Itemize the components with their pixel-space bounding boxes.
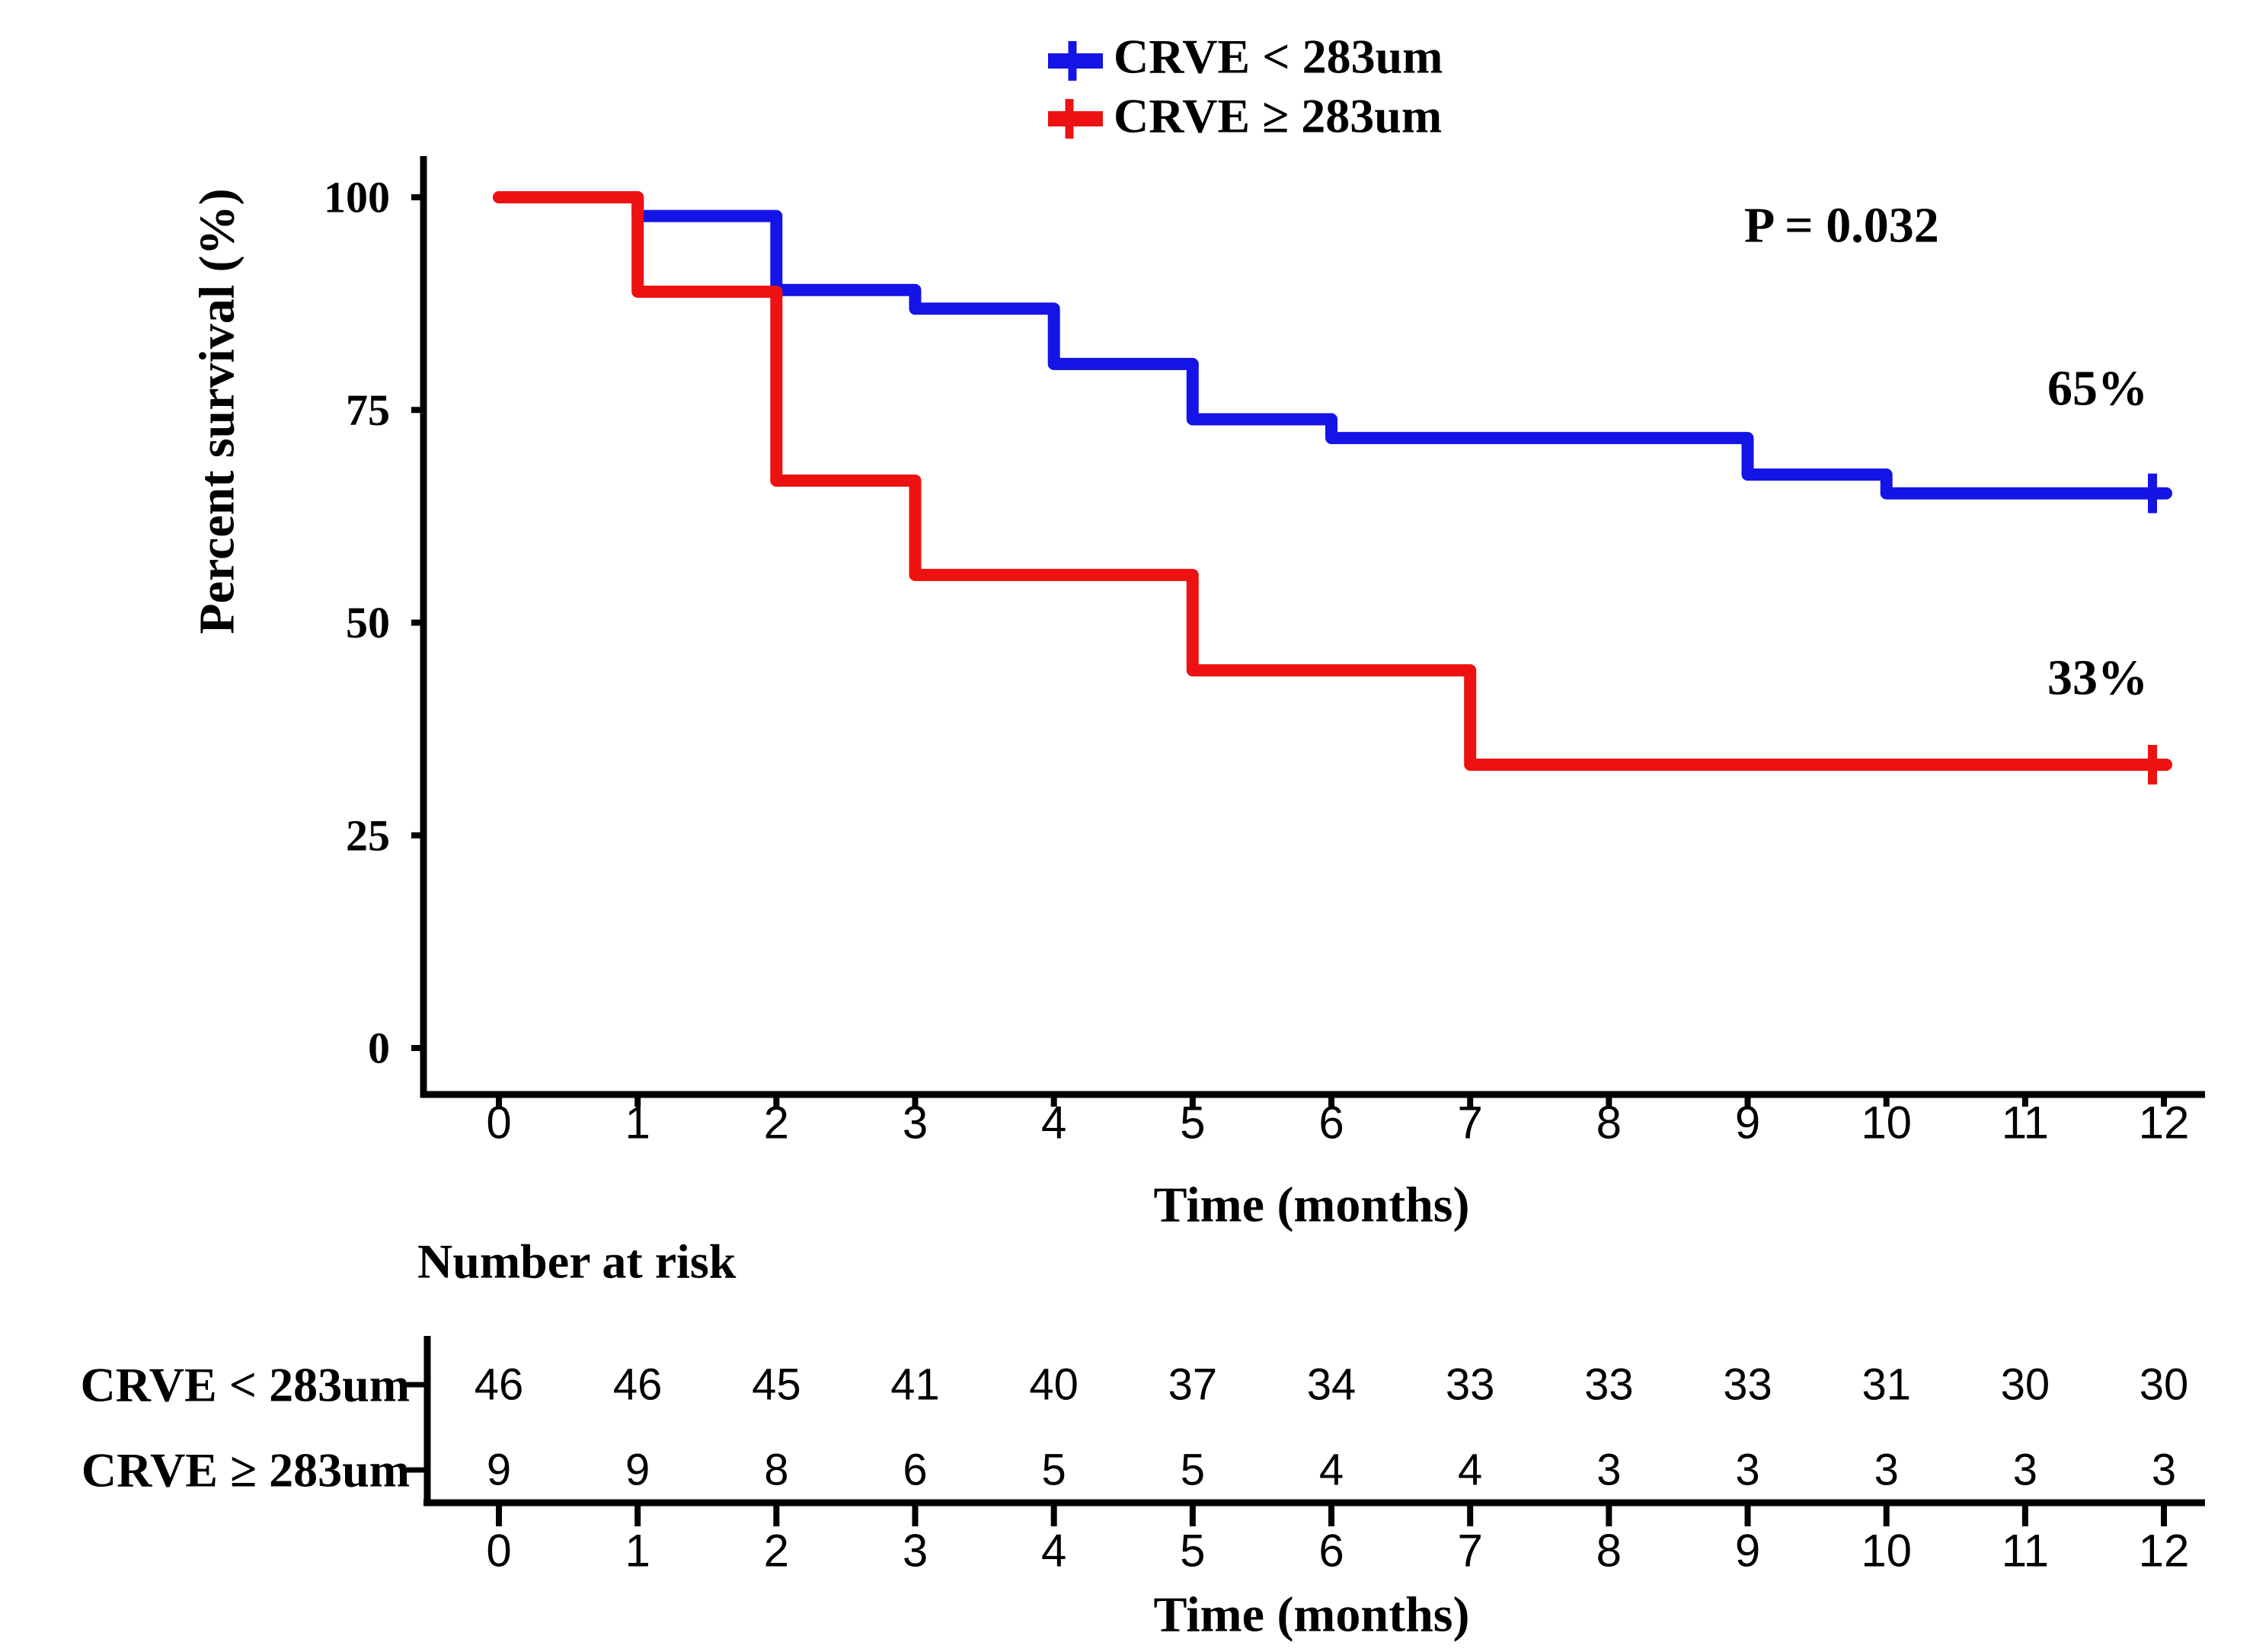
y-tick-label: 50 bbox=[346, 598, 390, 647]
risk-count: 33 bbox=[1584, 1360, 1634, 1410]
y-tick-label: 100 bbox=[324, 173, 390, 222]
survival-curves bbox=[493, 191, 2172, 785]
risk-x-tick-label: 4 bbox=[1041, 1526, 1066, 1577]
risk-x-tick-label: 5 bbox=[1180, 1526, 1205, 1577]
x-tick-label: 7 bbox=[1458, 1098, 1483, 1149]
risk-count: 33 bbox=[1723, 1360, 1772, 1410]
number-at-risk-table: Number at risk CRVE < 283um CRVE ≥ 283um… bbox=[81, 1235, 2205, 1643]
x-tick-label: 11 bbox=[2002, 1098, 2049, 1149]
end-label-red-33pct: 33% bbox=[2047, 650, 2148, 706]
risk-count: 46 bbox=[475, 1360, 524, 1410]
risk-x-tick-label: 8 bbox=[1596, 1526, 1622, 1577]
risk-table-x-ticks: 0 1 2 3 4 5 6 7 8 9 10 11 12 bbox=[486, 1503, 2189, 1577]
risk-x-tick-label: 2 bbox=[764, 1526, 789, 1577]
risk-count: 3 bbox=[1596, 1446, 1621, 1495]
risk-row-label-crve-lt-283: CRVE < 283um bbox=[81, 1358, 410, 1412]
risk-x-tick-label: 12 bbox=[2139, 1526, 2190, 1577]
risk-row-ticks bbox=[407, 1382, 427, 1473]
x-tick-label: 3 bbox=[903, 1098, 928, 1149]
risk-count: 33 bbox=[1446, 1360, 1495, 1410]
risk-x-tick-label: 11 bbox=[2002, 1526, 2049, 1577]
risk-count: 9 bbox=[487, 1446, 511, 1495]
risk-table-title: Number at risk bbox=[417, 1235, 737, 1289]
y-tick-label: 0 bbox=[368, 1024, 390, 1073]
x-tick-label: 6 bbox=[1318, 1098, 1344, 1149]
x-tick-label: 5 bbox=[1180, 1098, 1205, 1149]
risk-table-time-axis-title: Time (months) bbox=[1154, 1587, 1470, 1643]
risk-count: 41 bbox=[890, 1360, 940, 1410]
risk-count: 3 bbox=[1874, 1446, 1899, 1495]
end-label-blue-65pct: 65% bbox=[2047, 361, 2148, 417]
x-tick-label: 4 bbox=[1041, 1098, 1066, 1149]
risk-count: 4 bbox=[1319, 1446, 1344, 1495]
risk-count: 5 bbox=[1181, 1446, 1205, 1495]
risk-row-label-crve-ge-283: CRVE ≥ 283um bbox=[81, 1443, 410, 1497]
risk-count: 6 bbox=[903, 1446, 927, 1495]
x-axis-ticks: 0 1 2 3 4 5 6 7 8 9 10 11 12 bbox=[486, 1094, 2189, 1149]
y-tick-label: 75 bbox=[346, 385, 390, 435]
x-tick-label: 10 bbox=[1861, 1098, 1912, 1149]
y-axis-ticks: 100 75 50 25 0 bbox=[324, 173, 423, 1073]
p-value-annotation: P = 0.032 bbox=[1744, 198, 1939, 254]
survival-curve-1 bbox=[493, 191, 2172, 771]
x-tick-label: 8 bbox=[1596, 1098, 1622, 1149]
risk-count: 30 bbox=[2140, 1360, 2189, 1410]
risk-count-values: 46 46 45 41 40 37 34 33 33 33 31 30 309 9 8 6 5 5 4 4 3 3 3 3 3 bbox=[475, 1360, 2189, 1495]
legend-label-crve-lt-283: CRVE < 283um bbox=[1114, 30, 1443, 84]
x-tick-label: 2 bbox=[764, 1098, 789, 1149]
risk-count: 40 bbox=[1029, 1360, 1079, 1410]
risk-count: 9 bbox=[625, 1446, 650, 1495]
legend: CRVE < 283um CRVE ≥ 283um bbox=[1048, 30, 1443, 143]
risk-count: 5 bbox=[1042, 1446, 1066, 1495]
survival-curve-0 bbox=[493, 191, 2172, 500]
risk-x-tick-label: 1 bbox=[625, 1526, 650, 1577]
risk-x-tick-label: 9 bbox=[1735, 1526, 1760, 1577]
risk-x-tick-label: 3 bbox=[903, 1526, 928, 1577]
risk-count: 31 bbox=[1862, 1360, 1911, 1410]
risk-count: 3 bbox=[2152, 1446, 2176, 1495]
risk-count: 3 bbox=[1735, 1446, 1759, 1495]
y-axis-title: Percent survival (%) bbox=[190, 188, 245, 634]
risk-count: 4 bbox=[1458, 1446, 1482, 1495]
y-tick-label: 25 bbox=[346, 810, 390, 860]
legend-label-crve-ge-283: CRVE ≥ 283um bbox=[1114, 89, 1442, 143]
x-tick-label: 0 bbox=[486, 1098, 511, 1149]
risk-count: 30 bbox=[2001, 1360, 2050, 1410]
risk-x-tick-label: 0 bbox=[486, 1526, 511, 1577]
risk-count: 34 bbox=[1307, 1360, 1357, 1410]
x-tick-label: 1 bbox=[625, 1098, 650, 1149]
risk-count: 8 bbox=[764, 1446, 788, 1495]
risk-count: 37 bbox=[1168, 1360, 1218, 1410]
risk-count: 45 bbox=[752, 1360, 801, 1410]
risk-count: 3 bbox=[2013, 1446, 2037, 1495]
risk-x-tick-label: 10 bbox=[1861, 1526, 1912, 1577]
risk-x-tick-label: 6 bbox=[1318, 1526, 1344, 1577]
x-tick-label: 12 bbox=[2139, 1098, 2190, 1149]
x-tick-label: 9 bbox=[1735, 1098, 1760, 1149]
risk-count: 46 bbox=[613, 1360, 663, 1410]
risk-x-tick-label: 7 bbox=[1458, 1526, 1483, 1577]
x-axis-title: Time (months) bbox=[1154, 1177, 1470, 1233]
